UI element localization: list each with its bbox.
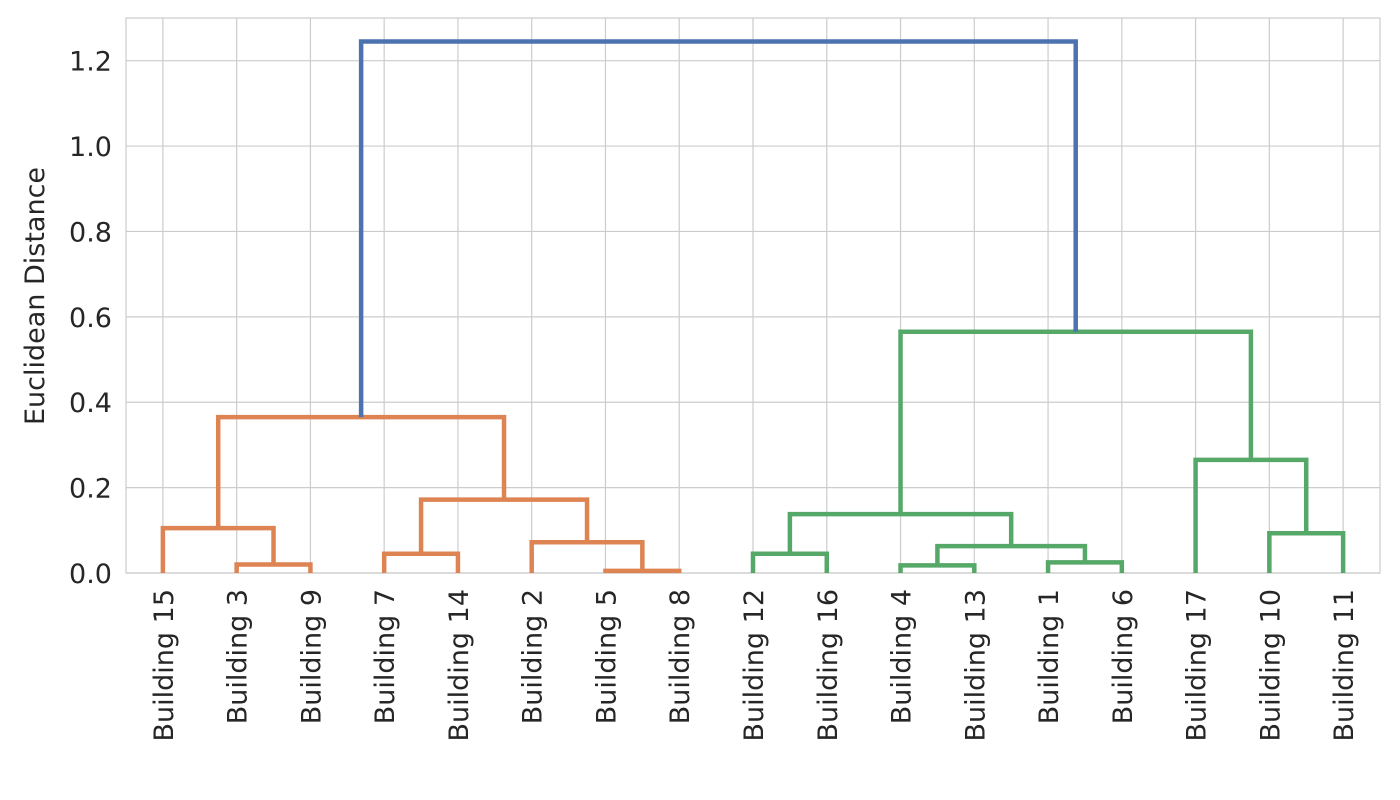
x-tick-label: Building 1	[1034, 589, 1065, 724]
x-tick-label: Building 13	[960, 589, 991, 741]
dendrogram-link-m11	[935, 543, 1088, 566]
dendrogram-link-m15	[898, 329, 1254, 515]
y-tick-label: 0.0	[69, 559, 112, 590]
dendrogram-link-m10	[1045, 560, 1125, 573]
dendrogram-link-m16	[358, 39, 1078, 418]
dendrogram-links	[160, 39, 1346, 574]
x-tick-label: Building 7	[370, 589, 401, 724]
x-tick-label: Building 6	[1108, 589, 1139, 724]
x-tick-label: Building 3	[223, 589, 254, 724]
x-tick-label: Building 4	[887, 589, 918, 724]
x-tick-label: Building 17	[1182, 589, 1213, 741]
dendrogram-link-m14	[1193, 457, 1309, 573]
x-tick-label: Building 9	[296, 589, 327, 724]
x-tick-label: Building 11	[1329, 589, 1360, 741]
x-tick-label: Building 10	[1255, 589, 1286, 741]
dendrogram-link-m13	[1267, 531, 1346, 573]
x-tick-label: Building 12	[739, 589, 770, 741]
grid	[125, 17, 1381, 574]
x-tick-label: Building 15	[149, 589, 180, 741]
dendrogram-link-m3	[381, 551, 461, 573]
y-tick-label: 0.8	[69, 217, 112, 248]
y-tick-label: 0.4	[69, 388, 112, 419]
y-axis-ticks: 0.0 0.2 0.4 0.6 0.8 1.0 1.2	[69, 47, 112, 590]
x-axis-ticks: Building 15 Building 3 Building 9 Building …	[149, 589, 1360, 741]
y-tick-label: 1.2	[69, 47, 112, 78]
y-tick-label: 0.6	[69, 303, 112, 334]
x-tick-label: Building 8	[665, 589, 696, 724]
y-axis-label: Euclidean Distance	[20, 167, 51, 425]
x-tick-label: Building 14	[444, 589, 475, 741]
x-tick-label: Building 2	[518, 589, 549, 724]
dendrogram-link-m8	[750, 551, 830, 573]
dendrogram-link-m1	[234, 562, 313, 573]
y-tick-label: 0.2	[69, 474, 112, 505]
dendrogram-link-m9	[898, 563, 977, 573]
dendrogram-link-m12	[787, 511, 1014, 554]
dendrogram-link-m4	[603, 568, 682, 574]
dendrogram-link-m6	[418, 497, 590, 554]
y-tick-label: 1.0	[69, 132, 112, 163]
x-tick-label: Building 5	[591, 589, 622, 724]
x-tick-label: Building 16	[813, 589, 844, 741]
dendrogram-link-m7	[215, 414, 507, 529]
dendrogram-link-m5	[529, 540, 645, 573]
